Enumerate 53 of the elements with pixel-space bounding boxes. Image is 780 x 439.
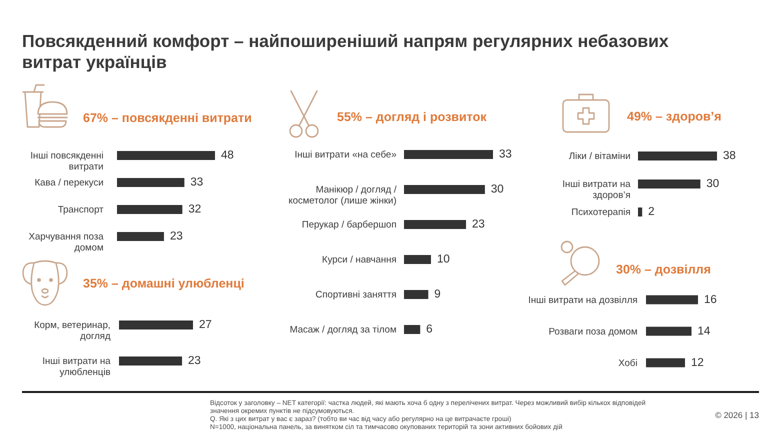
data-label: 23 [472, 218, 485, 230]
data-label: 30 [706, 178, 720, 190]
data-label: 32 [188, 203, 202, 215]
data-label: 23 [170, 230, 183, 242]
y-tick-label: Курси / навчання [322, 254, 396, 265]
bar [117, 150, 215, 160]
data-label: 48 [221, 149, 234, 161]
bar [404, 220, 466, 228]
text: © 2026 | 13 [715, 410, 759, 420]
data-label: 23 [188, 355, 201, 367]
data-label: 27 [199, 319, 212, 331]
y-tick-label: Хобі [618, 358, 638, 369]
chart-title: 30% – дозвілля [616, 262, 711, 276]
data-label: 33 [499, 148, 512, 160]
chart-title: 67% – повсякденні витрати [83, 110, 252, 124]
data-label: 16 [704, 294, 717, 306]
data-label: 2 [648, 206, 655, 218]
y-tick-label: Масаж / догляд за тілом [290, 324, 396, 335]
data-label: 6 [426, 323, 433, 335]
bar [404, 254, 431, 264]
y-tick-label: Спортивні заняття [316, 289, 396, 300]
y-tick-label: Інші витрати на улюбленців [42, 356, 112, 378]
chart-title: 49% – здоров’я [627, 110, 722, 124]
bar [117, 204, 182, 214]
y-tick-label: Харчування поза домом [28, 231, 104, 253]
bar [404, 290, 428, 298]
y-tick-label: Інші повсякденні витрати [30, 150, 104, 172]
y-tick-label: Ліки / вітаміни [568, 151, 630, 162]
data-label: 14 [698, 325, 711, 338]
bar [117, 232, 164, 240]
y-tick-label: Інші витрати на дозвілля [528, 294, 638, 306]
data-label: 12 [691, 356, 704, 369]
chart-title: 55% – догляд і розвиток [337, 110, 488, 124]
bar [404, 184, 485, 194]
data-label: 9 [434, 288, 441, 300]
y-tick-label: Інші витрати «на себе» [294, 149, 396, 160]
y-tick-label: Транспорт [58, 204, 104, 215]
data-label: 10 [436, 253, 450, 265]
y-tick-label: Інші витрати на здоров’я [562, 179, 632, 201]
data-label: 33 [190, 176, 204, 188]
chart-title: 35% – домашні улюбленці [83, 276, 244, 290]
y-tick-label: Манікюр / догляд / косметолог (лише жінки) [288, 184, 397, 206]
bar [117, 178, 184, 186]
bar [404, 150, 493, 158]
data-label: 38 [723, 150, 736, 162]
y-tick-label: Розваги поза домом [548, 326, 638, 338]
y-tick-label: Психотерапія [571, 207, 630, 218]
y-tick-label: Корм, ветеринар, догляд [34, 320, 111, 342]
data-label: 30 [490, 183, 504, 195]
y-tick-label: Перукар / барбершоп [302, 219, 396, 230]
bar [404, 324, 420, 334]
text: Повсякденний комфорт – найпоширеніший напрям регулярних небазових витрат українців [22, 31, 670, 73]
y-tick-label: Кава / перекуси [34, 177, 104, 188]
